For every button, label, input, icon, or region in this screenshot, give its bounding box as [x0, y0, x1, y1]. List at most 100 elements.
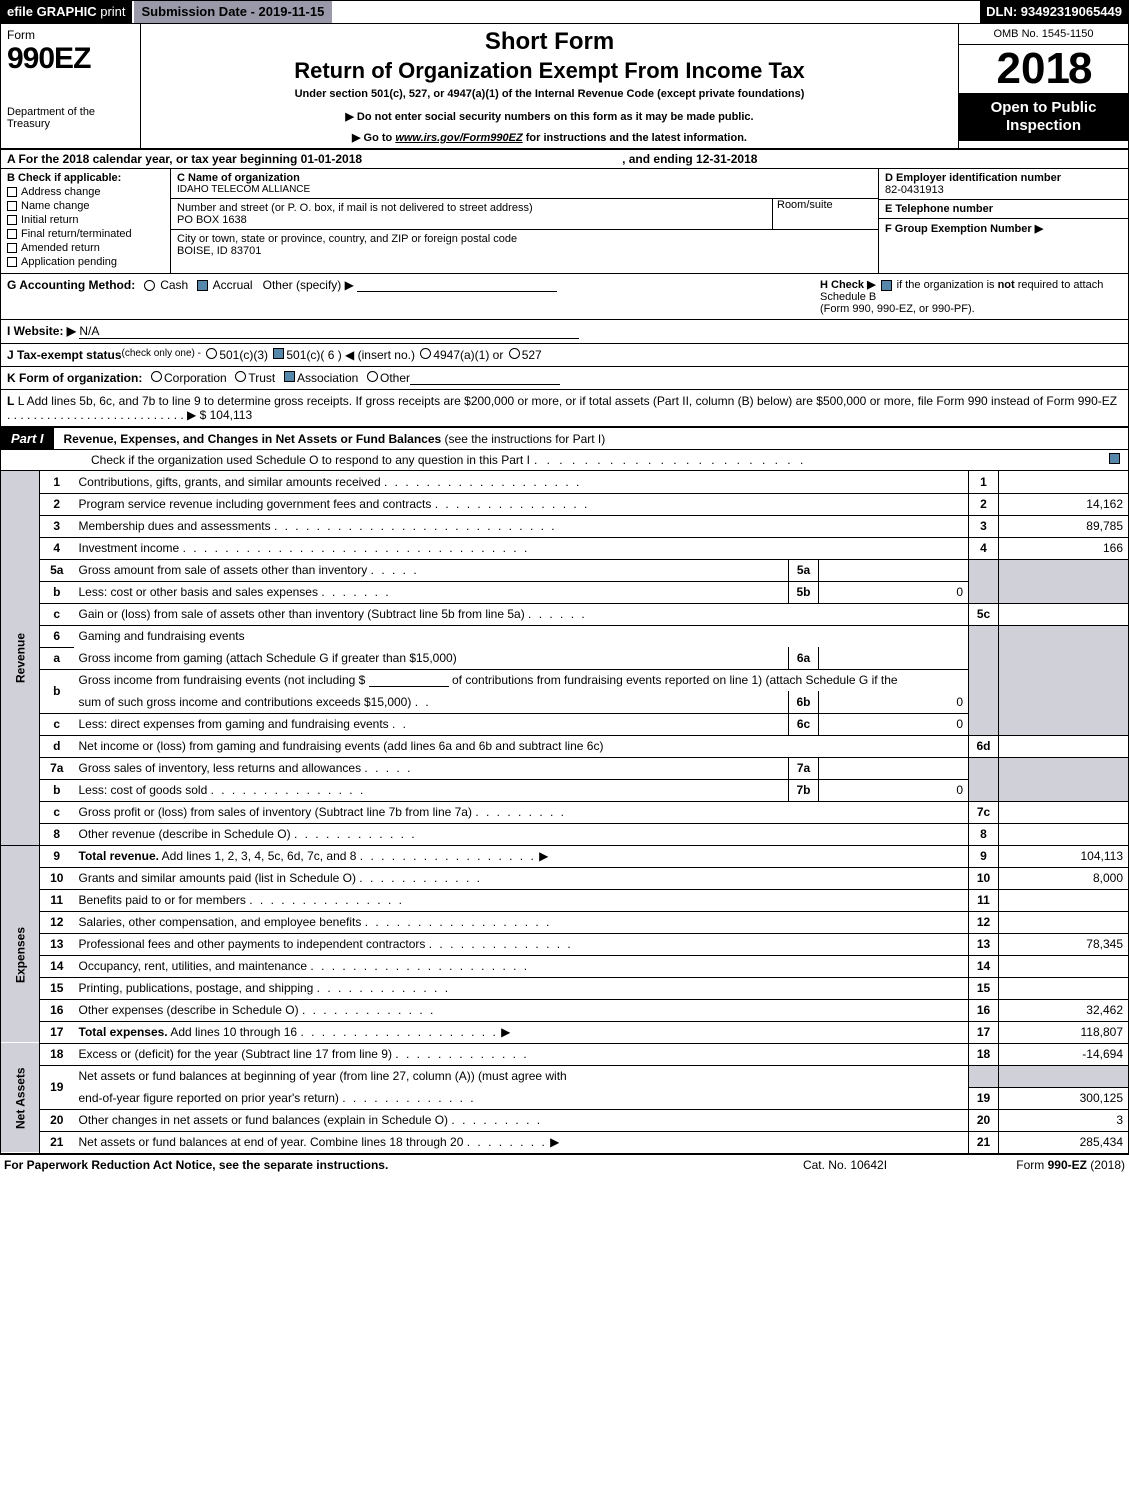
desc: Gross income from gaming (attach Schedul… — [79, 651, 457, 665]
desc: Professional fees and other payments to … — [79, 937, 426, 951]
radio-4947[interactable] — [420, 348, 431, 359]
f-group-label: F Group Exemption Number ▶ — [885, 222, 1122, 235]
boxnum: 8 — [969, 823, 999, 845]
radio-501c3[interactable] — [206, 348, 217, 359]
radio-accrual-checked[interactable] — [197, 280, 208, 291]
radio-assoc-checked[interactable] — [284, 371, 295, 382]
part-1-title-text: Revenue, Expenses, and Changes in Net As… — [64, 432, 442, 446]
desc: Grants and similar amounts paid (list in… — [79, 871, 356, 885]
sub-value — [819, 559, 969, 581]
boxnum: 7c — [969, 801, 999, 823]
boxnum: 9 — [969, 845, 999, 867]
amount: 8,000 — [999, 867, 1129, 889]
lineno: b — [40, 779, 74, 801]
grey-cell — [999, 559, 1129, 603]
graphic-text: GRAPHIC — [37, 4, 97, 19]
lineno: 20 — [40, 1109, 74, 1131]
grey-cell — [969, 559, 999, 603]
line-5c: c Gain or (loss) from sale of assets oth… — [1, 603, 1129, 625]
topbar-spacer — [334, 1, 980, 23]
footer-mid: Cat. No. 10642I — [745, 1158, 945, 1172]
sub-value: 0 — [819, 713, 969, 735]
c-addr-label: Number and street (or P. O. box, if mail… — [177, 202, 768, 214]
row-l-gross-receipts: L L Add lines 5b, 6c, and 7b to line 9 t… — [0, 390, 1129, 428]
g-other-input[interactable] — [357, 278, 557, 292]
boxnum: 11 — [969, 889, 999, 911]
chk-amended-return[interactable]: Amended return — [7, 242, 164, 254]
line-7a: 7a Gross sales of inventory, less return… — [1, 757, 1129, 779]
i-value: N/A — [79, 324, 579, 339]
org-name: IDAHO TELECOM ALLIANCE — [177, 184, 310, 195]
department-label: Department of the Treasury — [7, 106, 134, 130]
k-other-input[interactable] — [410, 371, 560, 385]
amount — [999, 889, 1129, 911]
part-1-table: Revenue 1 Contributions, gifts, grants, … — [0, 471, 1129, 1154]
sub-label: 7b — [789, 779, 819, 801]
line-6c: c Less: direct expenses from gaming and … — [1, 713, 1129, 735]
desc: Gross income from fundraising events (no… — [79, 673, 366, 687]
lineno: 21 — [40, 1131, 74, 1153]
row-i-website: I Website: ▶ N/A — [0, 320, 1129, 344]
section-def: D Employer identification number 82-0431… — [878, 169, 1128, 273]
k-trust: Trust — [248, 371, 275, 385]
part-1-header: Part I Revenue, Expenses, and Changes in… — [0, 428, 1129, 450]
radio-corp[interactable] — [151, 371, 162, 382]
radio-cash[interactable] — [144, 280, 155, 291]
radio-501c-checked[interactable] — [273, 348, 284, 359]
h-checkbox-checked[interactable] — [881, 280, 892, 291]
line-14: 14 Occupancy, rent, utilities, and maint… — [1, 955, 1129, 977]
sub-label: 6a — [789, 647, 819, 669]
lineno: 3 — [40, 515, 74, 537]
radio-other[interactable] — [367, 371, 378, 382]
part-1-checkbox-checked[interactable] — [1109, 453, 1120, 464]
form-number: 990EZ — [7, 42, 134, 76]
chk-label: Initial return — [21, 214, 78, 226]
contrib-input[interactable] — [369, 673, 449, 687]
boxnum: 21 — [969, 1131, 999, 1153]
g-accrual: Accrual — [213, 278, 253, 292]
sub-value: 0 — [819, 779, 969, 801]
line-21: 21 Net assets or fund balances at end of… — [1, 1131, 1129, 1153]
chk-final-return[interactable]: Final return/terminated — [7, 228, 164, 240]
row-a-tax-year: A For the 2018 calendar year, or tax yea… — [0, 150, 1129, 169]
desc: end-of-year figure reported on prior yea… — [79, 1091, 339, 1105]
k-other: Other — [380, 371, 410, 385]
g-other: Other (specify) ▶ — [263, 278, 354, 292]
year-prefix: 20 — [997, 44, 1046, 93]
boxnum: 1 — [969, 471, 999, 493]
desc: Excess or (deficit) for the year (Subtra… — [79, 1047, 392, 1061]
goto-line: ▶ Go to www.irs.gov/Form990EZ for instru… — [151, 131, 948, 144]
lineno: 13 — [40, 933, 74, 955]
grey-cell — [999, 1065, 1129, 1087]
form-word: Form — [7, 28, 134, 42]
chk-label: Address change — [21, 186, 101, 198]
sub-label: 6c — [789, 713, 819, 735]
chk-address-change[interactable]: Address change — [7, 186, 164, 198]
chk-label: Name change — [21, 200, 90, 212]
line-8: 8 Other revenue (describe in Schedule O)… — [1, 823, 1129, 845]
desc: Gaming and fundraising events — [79, 629, 245, 643]
section-b-checkboxes: B Check if applicable: Address change Na… — [1, 169, 171, 273]
chk-name-change[interactable]: Name change — [7, 200, 164, 212]
desc: Other revenue (describe in Schedule O) — [79, 827, 291, 841]
desc: Other changes in net assets or fund bala… — [79, 1113, 449, 1127]
line-9: 9 Total revenue. Add lines 1, 2, 3, 4, 5… — [1, 845, 1129, 867]
checkbox-icon — [7, 257, 17, 267]
boxnum: 18 — [969, 1043, 999, 1065]
line-3: 3 Membership dues and assessments . . . … — [1, 515, 1129, 537]
amount: 32,462 — [999, 999, 1129, 1021]
chk-application-pending[interactable]: Application pending — [7, 256, 164, 268]
line-6b-2: sum of such gross income and contributio… — [1, 691, 1129, 713]
radio-527[interactable] — [509, 348, 520, 359]
c-city-label: City or town, state or province, country… — [177, 233, 517, 245]
goto-link[interactable]: www.irs.gov/Form990EZ — [395, 132, 522, 144]
radio-trust[interactable] — [235, 371, 246, 382]
amount — [999, 735, 1129, 757]
side-revenue: Revenue — [1, 471, 40, 845]
amount: 78,345 — [999, 933, 1129, 955]
chk-initial-return[interactable]: Initial return — [7, 214, 164, 226]
line-6a: a Gross income from gaming (attach Sched… — [1, 647, 1129, 669]
print-link[interactable]: print — [100, 4, 125, 19]
desc: Less: cost or other basis and sales expe… — [79, 585, 318, 599]
d-ein-label: D Employer identification number — [885, 172, 1122, 184]
